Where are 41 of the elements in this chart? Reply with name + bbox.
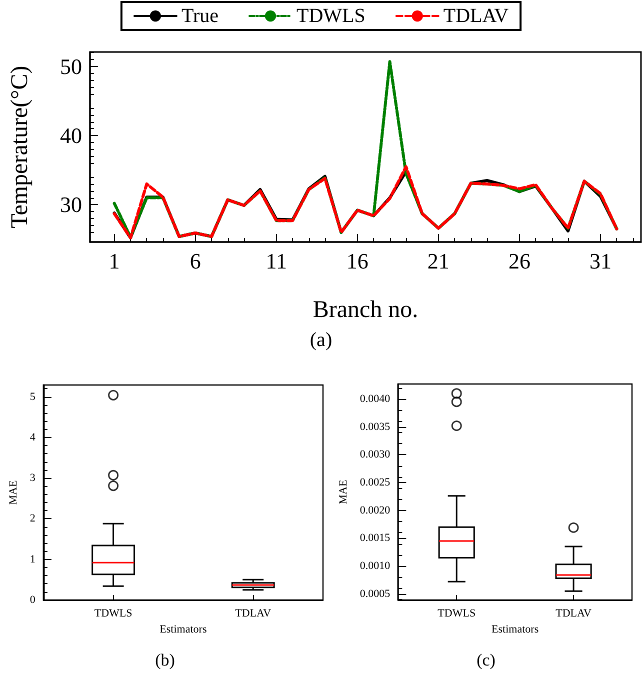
x-axis-title: Estimators bbox=[160, 623, 207, 636]
x-tick-label: TDWLS bbox=[438, 608, 476, 620]
y-tick-label: 0.0040 bbox=[360, 393, 391, 406]
x-axis-title: Branch no. bbox=[312, 297, 418, 323]
y-tick-label: 0.0010 bbox=[360, 560, 391, 572]
y-tick-label: 0.0020 bbox=[360, 504, 391, 516]
x-tick-label: 1 bbox=[108, 248, 120, 274]
y-tick-label: 2 bbox=[30, 512, 36, 525]
legend-label: True bbox=[181, 5, 219, 27]
x-axis-title: Estimators bbox=[492, 623, 539, 636]
x-tick-label: 31 bbox=[589, 248, 612, 274]
y-axis-title: Temperature(°C) bbox=[7, 66, 33, 228]
y-tick-label: 30 bbox=[60, 192, 82, 218]
x-tick-label: TDLAV bbox=[556, 608, 592, 620]
y-tick-label: 0.0005 bbox=[360, 588, 391, 600]
x-tick-label: 26 bbox=[508, 248, 530, 274]
x-tick-label: TDLAV bbox=[235, 608, 272, 620]
y-tick-label: 0.0015 bbox=[360, 532, 391, 544]
x-tick-label: 16 bbox=[346, 248, 368, 274]
y-tick-label: 4 bbox=[30, 431, 36, 444]
y-tick-label: 50 bbox=[60, 54, 82, 80]
y-tick-label: 5 bbox=[30, 390, 36, 403]
y-axis-title: MAE bbox=[8, 480, 20, 505]
y-tick-label: 0.0025 bbox=[360, 476, 391, 489]
y-tick-label: 1 bbox=[30, 553, 36, 566]
text: (a) bbox=[310, 329, 332, 351]
text: (b) bbox=[155, 650, 175, 670]
y-tick-label: 0.0030 bbox=[360, 448, 391, 461]
text: (c) bbox=[476, 650, 496, 670]
line-series bbox=[112, 60, 618, 239]
y-tick-label: 3 bbox=[30, 472, 36, 484]
x-tick-label: TDWLS bbox=[94, 608, 132, 620]
x-tick-label: 6 bbox=[190, 248, 201, 274]
legend-label: TDWLS bbox=[296, 5, 366, 27]
y-tick-label: 40 bbox=[60, 123, 82, 148]
x-tick-label: 21 bbox=[427, 248, 450, 274]
y-tick-label: 0 bbox=[30, 594, 36, 606]
legend-label: TDLAV bbox=[443, 5, 510, 27]
y-tick-label: 0.0035 bbox=[360, 420, 391, 433]
x-tick-label: 11 bbox=[266, 248, 287, 274]
y-axis-title: MAE bbox=[338, 480, 350, 504]
